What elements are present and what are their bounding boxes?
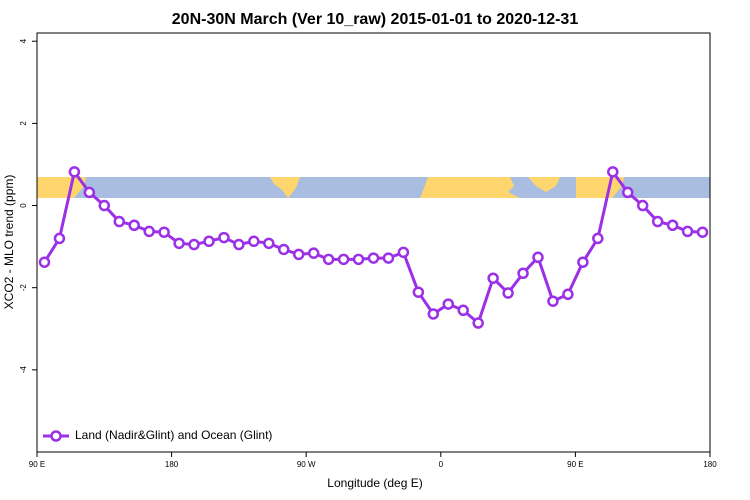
x-tick-label: 0 (439, 460, 444, 469)
point (457, 304, 469, 317)
y-tick-label: -4 (19, 366, 28, 374)
x-tick-label: 180 (703, 460, 717, 469)
land (576, 177, 624, 198)
point (502, 287, 514, 299)
x-axis-title: Longitude (deg E) (327, 476, 422, 490)
y-tick-label: -2 (19, 284, 28, 292)
point (158, 226, 170, 238)
point (681, 225, 694, 238)
land (420, 177, 520, 198)
point (636, 199, 649, 212)
point (562, 288, 574, 301)
point (577, 256, 589, 268)
land (37, 177, 86, 198)
point (666, 219, 679, 231)
point (83, 186, 96, 199)
point (278, 243, 290, 256)
map-strip (37, 177, 710, 198)
land (270, 177, 300, 198)
point (38, 256, 51, 268)
point (397, 246, 410, 259)
point (143, 225, 155, 238)
point (188, 238, 200, 251)
point (53, 232, 66, 245)
point (367, 252, 380, 264)
point (352, 253, 365, 266)
point (173, 237, 185, 250)
point (592, 232, 604, 245)
point (233, 238, 245, 251)
point (98, 199, 111, 212)
point (442, 298, 455, 310)
point (651, 215, 664, 228)
y-tick-label: 0 (19, 203, 28, 208)
legend-marker (50, 430, 62, 442)
point (696, 226, 709, 238)
point (322, 253, 335, 266)
point (68, 166, 81, 178)
chart-title: 20N-30N March (Ver 10_raw) 2015-01-01 to… (172, 11, 579, 28)
point (218, 231, 230, 244)
point (621, 186, 634, 199)
legend-label: Land (Nadir&Glint) and Ocean (Glint) (75, 428, 272, 442)
point (547, 295, 559, 307)
point (517, 267, 529, 280)
x-tick-label: 90 W (297, 460, 316, 469)
land (528, 177, 560, 192)
point (307, 247, 320, 259)
point (203, 235, 215, 248)
x-tick-label: 90 E (29, 460, 45, 469)
point (292, 248, 305, 261)
point (382, 252, 395, 264)
point (412, 286, 425, 298)
point (248, 235, 260, 248)
y-tick-label: 4 (19, 38, 28, 43)
point (487, 272, 499, 284)
point (337, 253, 350, 266)
point (427, 308, 440, 320)
x-tick-label: 90 E (567, 460, 583, 469)
point (607, 166, 619, 178)
y-tick-label: 2 (19, 121, 28, 126)
point (128, 219, 140, 231)
point (113, 215, 126, 228)
x-tick-label: 180 (165, 460, 179, 469)
y-axis-title: XCO2 - MLO trend (ppm) (2, 175, 16, 310)
point (472, 317, 484, 329)
plot-frame (36, 32, 711, 453)
point (532, 251, 544, 264)
point (263, 237, 275, 250)
